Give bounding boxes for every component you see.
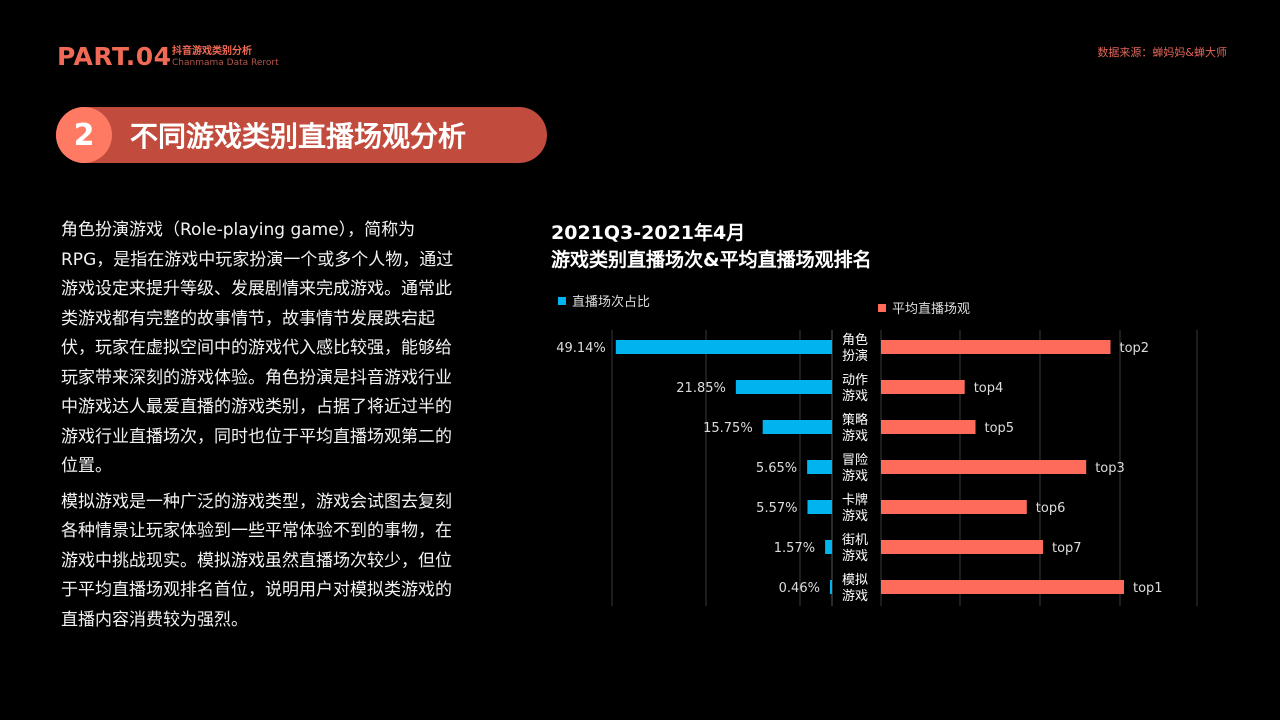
label-share-6: 0.46% — [779, 581, 820, 596]
label-share-1: 21.85% — [676, 381, 726, 396]
bar-share-4 — [807, 500, 832, 514]
bar-views-0 — [881, 340, 1111, 354]
bar-share-5 — [825, 540, 832, 554]
category-label-3-line1: 冒险 — [842, 453, 868, 468]
category-label-6-line2: 游戏 — [842, 589, 868, 604]
category-label-4-line2: 游戏 — [842, 509, 868, 524]
chart-title-line1: 2021Q3-2021年4月 — [551, 222, 746, 244]
bar-views-4 — [881, 500, 1027, 514]
bar-share-2 — [762, 420, 832, 434]
section-number: 2 — [56, 107, 112, 163]
label-share-5: 1.57% — [774, 541, 815, 556]
category-label-2-line1: 策略 — [842, 412, 868, 428]
category-label-5-line1: 街机 — [842, 533, 868, 548]
label-views-5: top7 — [1052, 541, 1082, 556]
paragraph-simulation: 模拟游戏是一种广泛的游戏类型，游戏会试图去复刻各种情景让玩家体验到一些平常体验不… — [61, 491, 452, 630]
part-subtitle: Chanmama Data Rerort — [172, 58, 279, 68]
bar-views-2 — [881, 420, 976, 434]
label-share-0: 49.14% — [556, 341, 606, 356]
body-text: 角色扮演游戏（Role-playing game），简称为RPG，是指在游戏中玩… — [61, 216, 461, 641]
category-label-1-line2: 游戏 — [842, 389, 868, 404]
label-views-1: top4 — [974, 381, 1004, 396]
section-title: 不同游戏类别直播场观分析 — [130, 120, 467, 153]
data-source: 数据来源：蝉妈妈&蝉大师 — [1097, 46, 1227, 59]
category-label-2-line2: 游戏 — [842, 429, 868, 444]
label-views-0: top2 — [1120, 341, 1150, 356]
label-share-2: 15.75% — [703, 421, 753, 436]
category-label-5-line2: 游戏 — [842, 549, 868, 564]
legend-swatch-share — [558, 297, 566, 305]
section-title-pill: 2 不同游戏类别直播场观分析 — [56, 107, 547, 163]
legend-swatch-views — [878, 304, 886, 312]
category-label-4-line1: 卡牌 — [842, 492, 868, 508]
label-views-6: top1 — [1133, 581, 1163, 596]
category-label-6-line1: 模拟 — [842, 573, 868, 588]
bar-views-1 — [881, 380, 965, 394]
category-label-1-line1: 动作 — [842, 373, 868, 388]
label-views-4: top6 — [1036, 501, 1066, 516]
legend-label-share: 直播场次占比 — [572, 294, 650, 310]
bar-views-6 — [881, 580, 1124, 594]
bar-share-6 — [829, 580, 832, 594]
bar-views-5 — [881, 540, 1043, 554]
label-share-3: 5.65% — [756, 461, 797, 476]
chart-title: 2021Q3-2021年4月 游戏类别直播场次&平均直播场观排名 — [551, 220, 872, 274]
part-number: PART.04 — [57, 42, 172, 71]
part-subtitle-block: 抖音游戏类别分析 Chanmama Data Rerort — [172, 46, 279, 69]
bar-views-3 — [881, 460, 1087, 474]
label-views-3: top3 — [1095, 461, 1125, 476]
paragraph-rpg: 角色扮演游戏（Role-playing game），简称为RPG，是指在游戏中玩… — [61, 220, 454, 476]
bar-share-0 — [615, 340, 832, 354]
category-label-0-line1: 角色 — [842, 332, 868, 348]
bar-share-1 — [735, 380, 832, 394]
label-share-4: 5.57% — [756, 501, 797, 516]
chart-title-line2: 游戏类别直播场次&平均直播场观排名 — [551, 249, 872, 271]
part-title: 抖音游戏类别分析 — [172, 46, 252, 57]
bar-chart: 直播场次占比 平均直播场观49.14%角色扮演top221.85%动作游戏top4… — [556, 294, 1198, 606]
bar-share-3 — [807, 460, 832, 474]
category-label-3-line2: 游戏 — [842, 469, 868, 484]
category-label-0-line2: 扮演 — [842, 348, 868, 364]
label-views-2: top5 — [985, 421, 1015, 436]
legend-label-views: 平均直播场观 — [892, 302, 970, 317]
